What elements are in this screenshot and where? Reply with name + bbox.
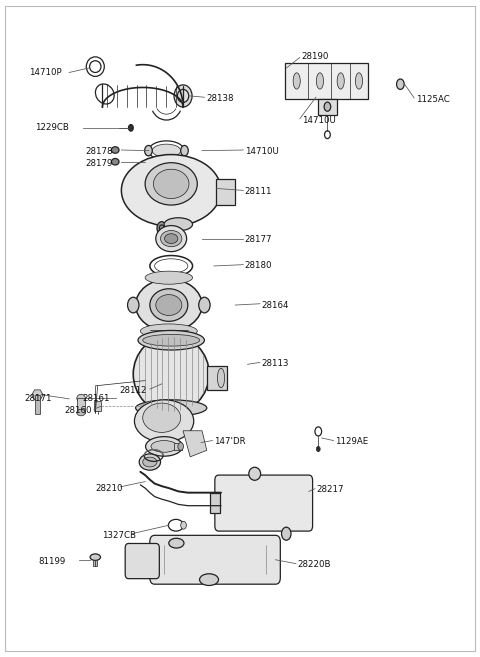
Ellipse shape (136, 400, 207, 416)
Ellipse shape (150, 289, 188, 321)
Ellipse shape (145, 163, 197, 205)
Ellipse shape (217, 368, 225, 388)
Text: 1229CB: 1229CB (35, 124, 69, 132)
Text: 1129AE: 1129AE (335, 437, 368, 445)
Ellipse shape (200, 574, 218, 585)
Text: 28177: 28177 (245, 235, 272, 244)
Bar (77, 398, 85, 413)
Text: 81199: 81199 (38, 556, 66, 566)
Ellipse shape (77, 394, 85, 402)
Text: 28111: 28111 (245, 187, 272, 196)
Ellipse shape (138, 330, 204, 350)
Bar (95, 401, 101, 411)
FancyBboxPatch shape (150, 535, 280, 584)
Ellipse shape (136, 279, 202, 331)
Ellipse shape (293, 73, 300, 89)
Ellipse shape (121, 154, 221, 226)
Text: 14710U: 14710U (301, 116, 336, 125)
Bar (94, 560, 97, 566)
Ellipse shape (143, 334, 200, 346)
Ellipse shape (165, 234, 178, 244)
Bar (285, 63, 368, 99)
Bar (216, 179, 235, 205)
Ellipse shape (316, 73, 324, 89)
Polygon shape (32, 390, 43, 400)
Ellipse shape (139, 454, 160, 470)
Text: 28179: 28179 (86, 158, 113, 168)
Ellipse shape (90, 554, 100, 560)
Text: 28164: 28164 (261, 300, 289, 309)
Ellipse shape (111, 158, 119, 165)
Ellipse shape (143, 403, 180, 432)
Circle shape (316, 446, 320, 451)
Text: 147'DR: 147'DR (214, 437, 246, 445)
Ellipse shape (156, 225, 187, 252)
Ellipse shape (140, 324, 197, 338)
FancyBboxPatch shape (215, 475, 312, 531)
Text: 28178: 28178 (86, 147, 113, 156)
Ellipse shape (160, 231, 182, 247)
Ellipse shape (152, 144, 180, 157)
Text: 1125AC: 1125AC (416, 95, 449, 104)
Ellipse shape (111, 147, 119, 153)
Ellipse shape (143, 457, 157, 467)
Ellipse shape (154, 170, 189, 198)
Text: 28180: 28180 (245, 261, 272, 271)
Text: 28210: 28210 (96, 484, 123, 493)
Ellipse shape (133, 335, 209, 413)
Bar (174, 443, 182, 450)
Ellipse shape (164, 217, 192, 231)
Ellipse shape (149, 141, 184, 160)
Text: 14710P: 14710P (29, 68, 61, 77)
Ellipse shape (249, 467, 261, 480)
Text: 28217: 28217 (316, 485, 343, 494)
Circle shape (199, 297, 210, 313)
Ellipse shape (77, 409, 85, 416)
FancyBboxPatch shape (125, 543, 159, 579)
Ellipse shape (169, 538, 184, 548)
Ellipse shape (134, 400, 194, 442)
Ellipse shape (355, 73, 362, 89)
Ellipse shape (337, 73, 344, 89)
Circle shape (396, 79, 404, 89)
Ellipse shape (145, 437, 182, 456)
Circle shape (178, 443, 183, 450)
Text: 28113: 28113 (261, 359, 289, 368)
Circle shape (129, 125, 133, 131)
Circle shape (324, 102, 331, 111)
Ellipse shape (151, 441, 177, 452)
Text: 28190: 28190 (301, 52, 329, 60)
Bar (35, 395, 40, 415)
Polygon shape (183, 431, 207, 457)
Circle shape (157, 221, 167, 235)
Text: 28220B: 28220B (297, 560, 330, 570)
Circle shape (180, 145, 188, 156)
Circle shape (144, 145, 152, 156)
Text: 1327CB: 1327CB (102, 530, 136, 539)
Text: 28160: 28160 (64, 406, 92, 415)
Text: 28112: 28112 (119, 386, 146, 395)
Text: 14710U: 14710U (245, 147, 278, 156)
Ellipse shape (174, 85, 192, 107)
Text: 28171: 28171 (24, 394, 52, 403)
Text: 28161: 28161 (83, 394, 110, 403)
Bar (318, 99, 336, 115)
Bar (207, 366, 227, 390)
Circle shape (180, 521, 186, 529)
Ellipse shape (145, 271, 192, 284)
Circle shape (281, 527, 291, 540)
Ellipse shape (156, 294, 182, 315)
Circle shape (128, 297, 139, 313)
Bar (210, 493, 219, 513)
Text: 28138: 28138 (207, 94, 234, 103)
